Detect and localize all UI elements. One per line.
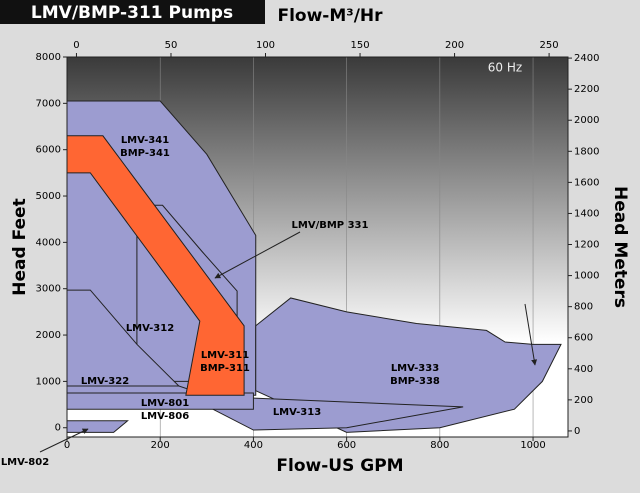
- region-label: LMV-311: [201, 350, 249, 361]
- y2-tick-label: 0: [574, 426, 580, 437]
- x-tick-label: 400: [244, 440, 263, 451]
- arrow: [524, 303, 538, 366]
- title-box: [0, 0, 265, 24]
- y2-tick-label: 800: [574, 302, 593, 313]
- x2-tick-label: 200: [445, 40, 464, 51]
- annotation: 60 Hz: [488, 61, 522, 75]
- region-label: LMV-312: [126, 323, 174, 334]
- region-label: LMV-333: [391, 363, 439, 374]
- region-label: LMV-313: [273, 407, 321, 418]
- y-tick-label: 5000: [36, 191, 61, 202]
- region: [66, 135, 245, 396]
- x2-tick-label: 100: [256, 40, 275, 51]
- x2-tick-label: 50: [165, 40, 178, 51]
- y-tick-label: 8000: [36, 52, 61, 63]
- region-label: BMP-341: [120, 148, 170, 159]
- y2-tick-label: 1200: [574, 240, 599, 251]
- y-tick-label: 2000: [36, 330, 61, 341]
- x2-tick-label: 150: [350, 40, 369, 51]
- regions: [66, 57, 562, 437]
- y2-axis-title: Head Meters: [610, 186, 630, 308]
- y-axis-title: Head Feet: [10, 198, 30, 295]
- region-label: LMV-806: [141, 411, 189, 422]
- plot-frame: [66, 56, 569, 438]
- x-tick-label: 1000: [520, 440, 545, 451]
- y2-tick-label: 2400: [574, 53, 599, 64]
- y2-tick-label: 1800: [574, 146, 599, 157]
- y-tick-label: 0: [55, 423, 61, 434]
- y2-tick-label: 1000: [574, 271, 599, 282]
- x2-tick-label: 0: [73, 40, 79, 51]
- region-label: LMV/BMP 331: [292, 220, 369, 231]
- arrow: [39, 428, 89, 453]
- y2-tick-label: 1400: [574, 208, 599, 219]
- region: [255, 297, 562, 433]
- x-tick-label: 0: [64, 440, 70, 451]
- y-tick-label: 1000: [36, 376, 61, 387]
- y2-tick-label: 400: [574, 364, 593, 375]
- x2-tick-label: 250: [540, 40, 559, 51]
- region-label: BMP-311: [200, 363, 250, 374]
- y2-tick-label: 2000: [574, 115, 599, 126]
- y-tick-label: 4000: [36, 237, 61, 248]
- region: [185, 394, 464, 431]
- x-axis-title: Flow-US GPM: [276, 456, 403, 476]
- x2-axis-title: Flow-M³/Hr: [277, 6, 383, 26]
- chart-title: LMV/BMP-311 Pumps: [31, 3, 233, 23]
- y2-tick-label: 2200: [574, 84, 599, 95]
- y-tick-label: 6000: [36, 145, 61, 156]
- region-label: LMV-801: [141, 398, 189, 409]
- y-tick-label: 3000: [36, 284, 61, 295]
- x-tick-label: 600: [337, 440, 356, 451]
- y-tick-label: 7000: [36, 98, 61, 109]
- region-label: LMV-802: [1, 457, 49, 468]
- x-tick-label: 800: [430, 440, 449, 451]
- y2-tick-label: 200: [574, 395, 593, 406]
- y2-tick-label: 1600: [574, 177, 599, 188]
- x-tick-label: 200: [151, 440, 170, 451]
- y2-tick-label: 600: [574, 333, 593, 344]
- arrow: [214, 231, 301, 279]
- region-label: BMP-338: [390, 376, 440, 387]
- region-label: LMV-322: [81, 376, 129, 387]
- region-label: LMV-341: [121, 135, 169, 146]
